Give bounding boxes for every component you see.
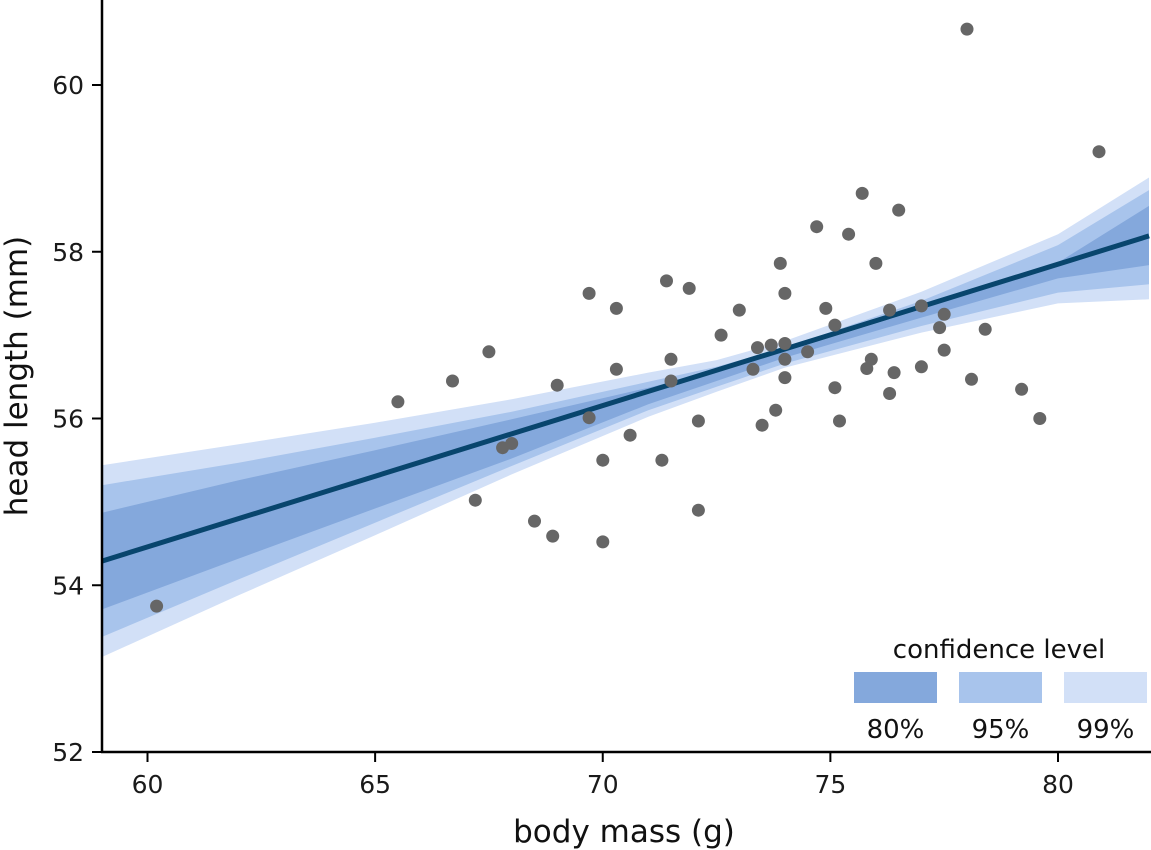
data-point: [778, 337, 792, 350]
data-point: [828, 318, 842, 332]
legend-swatch-95: [959, 672, 1042, 703]
data-point: [550, 378, 564, 392]
data-point: [887, 366, 901, 380]
data-point: [623, 428, 637, 442]
data-point: [810, 220, 824, 234]
data-point: [660, 274, 673, 288]
legend-label: 95%: [972, 715, 1030, 745]
y-axis-title: head length (mm): [0, 236, 35, 517]
y-tick-label: 60: [52, 71, 84, 100]
data-point: [833, 414, 846, 428]
data-point: [664, 352, 678, 366]
data-point: [978, 322, 992, 336]
data-point: [773, 256, 787, 270]
data-point: [883, 303, 897, 317]
confidence-band-80: [102, 205, 1149, 610]
data-point: [937, 343, 951, 357]
legend-title: confidence level: [893, 635, 1105, 665]
regression-line-group: [102, 233, 1150, 564]
y-tick-label: 52: [52, 738, 84, 767]
data-point: [1033, 412, 1047, 425]
x-tick-label: 75: [814, 770, 846, 799]
x-ticks: 60 65 70 75 80: [132, 752, 1074, 799]
data-point: [869, 256, 883, 270]
x-tick-label: 70: [587, 770, 619, 799]
data-point: [596, 535, 610, 549]
data-point: [764, 338, 778, 352]
data-point: [855, 186, 869, 200]
y-ticks: 52 54 56 58 60: [52, 71, 102, 767]
data-point: [714, 328, 728, 342]
data-point: [609, 301, 623, 315]
confidence-band-95: [102, 190, 1149, 637]
data-point: [655, 453, 669, 467]
legend-swatch-80: [854, 672, 937, 703]
data-point: [482, 345, 496, 359]
data-point: [391, 395, 405, 409]
data-point: [1015, 382, 1029, 396]
data-point: [609, 362, 623, 376]
data-point: [691, 414, 705, 428]
data-point: [883, 387, 897, 400]
data-point: [778, 286, 792, 300]
data-point: [914, 299, 928, 313]
legend-items: 80% 95% 99%: [854, 672, 1147, 745]
data-point: [746, 362, 760, 376]
data-point: [769, 403, 783, 417]
data-point: [819, 301, 833, 315]
legend-label: 80%: [867, 715, 925, 745]
y-tick-label: 58: [52, 238, 84, 267]
data-point: [828, 381, 842, 395]
data-point: [732, 303, 746, 317]
legend-label: 99%: [1077, 715, 1135, 745]
data-point: [842, 227, 856, 241]
data-point: [864, 352, 878, 366]
data-point: [682, 281, 696, 295]
scatter-points: [150, 22, 1106, 613]
data-point: [582, 286, 596, 300]
data-point: [1092, 145, 1106, 159]
data-point: [914, 360, 928, 374]
data-point: [664, 374, 678, 388]
x-tick-label: 80: [1042, 770, 1074, 799]
x-tick-label: 60: [132, 770, 164, 799]
data-point: [937, 307, 951, 321]
y-tick-label: 54: [52, 571, 84, 600]
regression-line: [102, 233, 1150, 564]
data-point: [751, 341, 764, 355]
data-point: [965, 372, 978, 386]
legend-swatch-99: [1064, 672, 1147, 703]
data-point: [505, 437, 519, 450]
data-point: [150, 599, 164, 613]
data-point: [755, 418, 769, 432]
data-point: [596, 453, 610, 467]
axes: 60 65 70 75 80 52 54 56 58 60: [52, 0, 1151, 799]
x-tick-label: 65: [359, 770, 391, 799]
x-axis-title: body mass (g): [513, 814, 735, 850]
data-point: [546, 529, 560, 543]
data-point: [468, 493, 482, 507]
data-point: [582, 411, 596, 425]
data-point: [801, 345, 815, 359]
data-point: [691, 503, 705, 517]
data-point: [528, 514, 541, 528]
y-tick-label: 56: [52, 405, 84, 434]
confidence-bands: [102, 177, 1149, 657]
data-point: [933, 321, 947, 335]
data-point: [778, 371, 792, 385]
data-point: [778, 352, 792, 366]
data-point: [446, 374, 459, 388]
data-point: [960, 22, 974, 36]
legend: confidence level 80% 95% 99%: [854, 635, 1147, 745]
data-point: [892, 203, 906, 217]
